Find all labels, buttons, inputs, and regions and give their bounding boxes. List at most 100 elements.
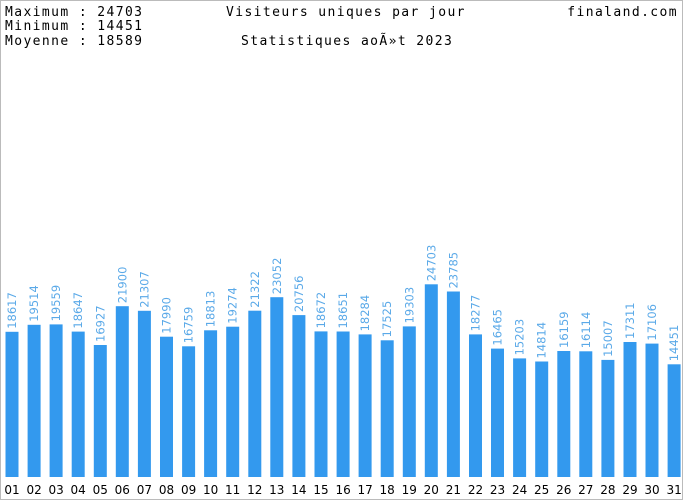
x-tick-label-day-04: 04 xyxy=(71,483,86,497)
value-label-day-26: 16159 xyxy=(557,311,571,348)
x-tick-label-day-07: 07 xyxy=(137,483,152,497)
value-label-day-18: 17525 xyxy=(380,301,394,338)
value-label-day-04: 18647 xyxy=(71,292,85,329)
bar-day-16 xyxy=(336,331,350,477)
bar-day-17 xyxy=(358,334,372,477)
value-label-day-12: 21322 xyxy=(248,271,262,308)
x-tick-label-day-29: 29 xyxy=(622,483,637,497)
value-label-day-22: 18277 xyxy=(469,295,483,332)
maximum-stat: Maximum : 24703 xyxy=(5,5,143,20)
value-label-day-14: 20756 xyxy=(292,276,306,313)
x-tick-label-day-19: 19 xyxy=(402,483,417,497)
bar-day-29 xyxy=(623,342,637,477)
x-tick-label-day-25: 25 xyxy=(534,483,549,497)
bar-day-28 xyxy=(601,359,615,477)
bar-day-06 xyxy=(115,306,129,477)
chart-title: Visiteurs uniques par jour xyxy=(226,5,466,20)
bar-day-18 xyxy=(380,340,394,477)
bar-day-31 xyxy=(667,364,681,477)
value-label-day-30: 17106 xyxy=(645,304,659,341)
x-tick-label-day-22: 22 xyxy=(468,483,483,497)
value-labels-group: 18617 19514 19559 18647 16927 21900 21307 17990… xyxy=(5,245,681,362)
value-label-day-10: 18813 xyxy=(204,291,218,328)
x-tick-label-day-18: 18 xyxy=(380,483,395,497)
x-tick-label-day-11: 11 xyxy=(225,483,240,497)
x-tick-label-day-27: 27 xyxy=(578,483,593,497)
bar-day-08 xyxy=(160,336,173,477)
minimum-stat: Minimum : 14451 xyxy=(5,19,143,34)
chart-subtitle: Statistiques aoÃ»t 2023 xyxy=(241,33,453,49)
bar-day-19 xyxy=(402,326,416,477)
value-label-day-08: 17990 xyxy=(160,297,174,334)
bar-day-03 xyxy=(49,324,63,477)
x-tick-label-day-09: 09 xyxy=(181,483,196,497)
bar-day-07 xyxy=(137,310,151,477)
value-label-day-07: 21307 xyxy=(137,271,151,308)
value-label-day-27: 16114 xyxy=(579,312,593,349)
x-tick-label-day-28: 28 xyxy=(600,483,615,497)
value-label-day-29: 17311 xyxy=(623,302,637,339)
x-tick-label-day-17: 17 xyxy=(357,483,372,497)
bar-day-30 xyxy=(645,343,659,477)
bar-day-24 xyxy=(513,358,527,477)
bar-day-12 xyxy=(248,310,262,477)
value-label-day-01: 18617 xyxy=(5,292,19,329)
bar-day-05 xyxy=(93,345,107,477)
bar-day-04 xyxy=(71,331,85,477)
bar-day-26 xyxy=(557,351,571,477)
bar-day-21 xyxy=(446,291,460,477)
value-label-day-20: 24703 xyxy=(424,245,438,282)
value-label-day-28: 15007 xyxy=(601,320,615,357)
average-stat: Moyenne : 18589 xyxy=(5,34,143,49)
bar-day-09 xyxy=(182,346,196,477)
x-tick-label-day-08: 08 xyxy=(159,483,174,497)
x-tick-label-day-01: 01 xyxy=(4,483,19,497)
bar-day-20 xyxy=(424,284,438,477)
x-tick-label-day-14: 14 xyxy=(291,483,306,497)
bar-day-22 xyxy=(469,334,482,477)
value-label-day-31: 14451 xyxy=(667,325,681,362)
value-label-day-16: 18651 xyxy=(336,292,350,329)
value-label-day-19: 19303 xyxy=(402,287,416,324)
x-tick-label-day-05: 05 xyxy=(93,483,108,497)
x-tick-label-day-30: 30 xyxy=(644,483,659,497)
site-name: finaland.com xyxy=(567,5,678,20)
x-tick-label-day-24: 24 xyxy=(512,483,527,497)
bar-day-10 xyxy=(204,330,218,477)
bar-day-02 xyxy=(27,324,41,477)
x-tick-labels-group: 01 02 03 04 05 06 07 08 09 10 11 12 13 14 15 16 17 18 19 20… xyxy=(4,483,681,497)
x-tick-label-day-23: 23 xyxy=(490,483,505,497)
value-label-day-21: 23785 xyxy=(446,252,460,289)
bar-day-15 xyxy=(314,331,328,477)
value-label-day-02: 19514 xyxy=(27,285,41,322)
value-label-day-03: 19559 xyxy=(49,285,63,322)
value-label-day-06: 21900 xyxy=(115,267,129,304)
x-tick-label-day-16: 16 xyxy=(335,483,350,497)
x-tick-label-day-13: 13 xyxy=(269,483,284,497)
value-label-day-15: 18672 xyxy=(314,292,328,329)
x-tick-label-day-20: 20 xyxy=(424,483,439,497)
x-tick-label-day-03: 03 xyxy=(48,483,63,497)
x-tick-label-day-21: 21 xyxy=(446,483,461,497)
value-label-day-23: 16465 xyxy=(491,309,505,346)
bar-day-14 xyxy=(292,315,306,477)
value-label-day-05: 16927 xyxy=(93,305,107,342)
value-label-day-09: 16759 xyxy=(182,307,196,344)
bar-day-23 xyxy=(491,348,504,477)
bar-day-27 xyxy=(579,351,593,477)
x-tick-label-day-26: 26 xyxy=(556,483,571,497)
x-tick-label-day-06: 06 xyxy=(115,483,130,497)
bar-day-25 xyxy=(535,361,549,477)
bar-day-13 xyxy=(270,297,284,477)
value-label-day-25: 14814 xyxy=(535,322,549,359)
value-label-day-24: 15203 xyxy=(513,319,527,356)
x-tick-label-day-31: 31 xyxy=(666,483,681,497)
x-tick-label-day-15: 15 xyxy=(313,483,328,497)
x-tick-label-day-10: 10 xyxy=(203,483,218,497)
bar-day-11 xyxy=(226,326,240,477)
bars-group xyxy=(5,284,681,477)
value-label-day-17: 18284 xyxy=(358,295,372,332)
x-tick-label-day-02: 02 xyxy=(26,483,41,497)
